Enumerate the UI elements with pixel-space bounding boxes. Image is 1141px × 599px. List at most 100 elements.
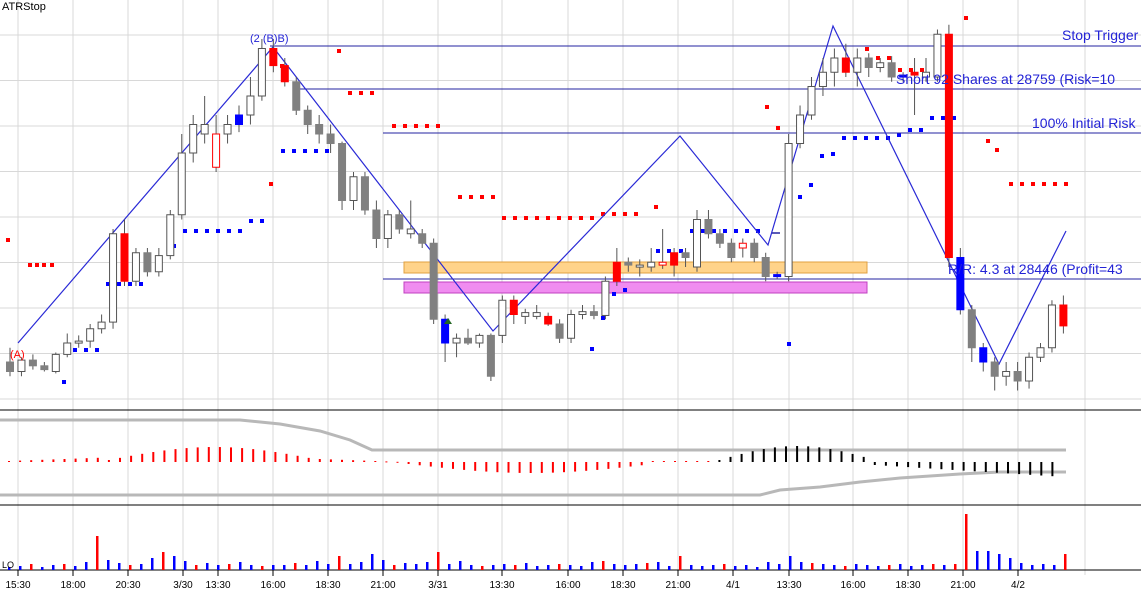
x-tick-label: 15:30	[5, 580, 30, 591]
stop-dot-blue	[194, 229, 198, 233]
volume-bar	[756, 567, 759, 570]
volume-bar	[525, 563, 528, 570]
volume-bar	[668, 566, 671, 570]
histogram-bar	[107, 460, 110, 462]
histogram-bar	[63, 459, 66, 462]
volume-bar	[635, 564, 638, 570]
volume-bar	[899, 564, 902, 570]
volume-bar	[261, 566, 264, 570]
candle-body	[383, 214, 392, 239]
histogram-bar	[929, 462, 932, 469]
candle-body	[715, 233, 724, 244]
x-tick-label: 16:00	[555, 580, 580, 591]
candle-body	[899, 74, 908, 78]
volume-bar	[305, 565, 308, 570]
volume-bar	[536, 566, 539, 570]
volume-bar	[459, 561, 462, 570]
volume-bar	[85, 562, 88, 570]
candle-body	[532, 312, 541, 317]
stop-dot-red	[370, 91, 374, 95]
histogram-bar	[440, 462, 443, 468]
candle-body	[509, 299, 518, 315]
candle-body	[750, 242, 759, 258]
stop-dot-blue	[809, 183, 813, 187]
histogram-bar	[1007, 462, 1009, 474]
stop-dot-blue	[292, 149, 296, 153]
candle-body	[1047, 304, 1056, 349]
candle-body	[784, 143, 793, 277]
stop-dot-blue	[117, 282, 121, 286]
volume-bar	[250, 565, 253, 570]
histogram-bar	[274, 452, 277, 462]
volume-bar	[602, 561, 605, 570]
candle-body	[338, 143, 347, 201]
stop-dot-red	[579, 216, 583, 220]
histogram-bar	[818, 447, 821, 462]
volume-bar	[470, 565, 473, 570]
stop-dot-red	[590, 216, 594, 220]
volume-bar	[921, 565, 924, 570]
candle-body	[681, 252, 690, 258]
histogram-bar	[807, 446, 810, 462]
stop-dot-red	[425, 124, 429, 128]
candle-body	[830, 57, 839, 73]
stop-dot-red	[524, 216, 528, 220]
candle-body	[761, 257, 770, 277]
candle-body	[555, 323, 564, 339]
histogram-bar	[74, 458, 77, 462]
volume-bar	[558, 564, 561, 570]
stop-dot-red	[491, 195, 495, 199]
stop-dot-red	[337, 49, 341, 53]
stop-dot-red	[535, 216, 539, 220]
volume-bar	[294, 563, 297, 570]
stop-dot-red	[1042, 182, 1046, 186]
histogram-bar	[8, 461, 10, 462]
candle-body	[349, 176, 358, 201]
histogram-bar	[396, 461, 399, 463]
stop-dot-blue	[820, 154, 824, 158]
histogram-bar	[307, 457, 310, 462]
stop-dot-blue	[227, 229, 231, 233]
stop-dot-blue	[919, 128, 923, 132]
histogram-bar	[762, 449, 765, 462]
stop-dot-red	[876, 56, 880, 60]
histogram-bar	[363, 460, 366, 462]
histogram-bar	[152, 452, 155, 462]
stop-dot-blue	[656, 249, 660, 253]
histogram-bar	[585, 462, 588, 471]
candle-body	[1013, 371, 1022, 382]
lower-panel-label: LO	[2, 560, 14, 570]
histogram-bar	[507, 462, 510, 473]
volume-bar	[118, 563, 121, 570]
volume-bar	[745, 565, 748, 570]
candle-body	[51, 353, 60, 372]
x-tick-label: 21:00	[665, 580, 690, 591]
volume-bar	[107, 560, 110, 570]
histogram-bar	[1051, 462, 1054, 477]
x-tick-label: 18:00	[60, 580, 85, 591]
volume-bar	[877, 566, 880, 570]
histogram-bar	[185, 448, 188, 462]
candle-body	[589, 311, 598, 316]
volume-bar	[734, 566, 737, 570]
histogram-bar	[651, 461, 654, 462]
candle-body	[807, 86, 816, 116]
histogram-bar	[1040, 462, 1043, 476]
stop-dot-red	[986, 139, 990, 143]
candle-body	[612, 261, 621, 282]
x-tick-label: 13:30	[489, 580, 514, 591]
histogram-bar	[19, 460, 22, 462]
volume-bar	[866, 565, 869, 570]
volume-bar	[63, 564, 66, 570]
candle-body	[922, 71, 930, 78]
volume-bar	[129, 565, 132, 570]
volume-bar	[74, 566, 77, 570]
candle-body	[315, 124, 324, 135]
volume-bar	[404, 563, 407, 570]
stop-dot-red	[1064, 182, 1068, 186]
x-tick-label: 4/2	[1011, 580, 1025, 591]
volume-bar	[437, 552, 440, 570]
volume-bar	[646, 563, 649, 570]
volume-bar	[987, 551, 990, 570]
